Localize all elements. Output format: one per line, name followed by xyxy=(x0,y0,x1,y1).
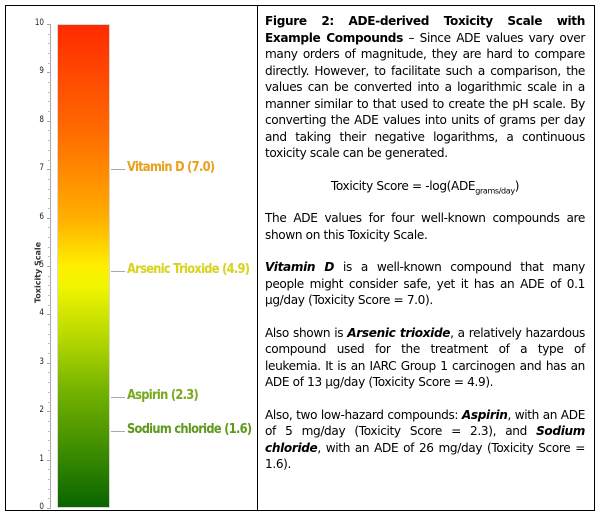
y-minor-tick xyxy=(48,198,51,200)
y-minor-tick xyxy=(48,33,51,35)
compound-annotation: Aspirin (2.3) xyxy=(127,387,199,403)
y-minor-tick xyxy=(48,420,51,422)
y-tick xyxy=(47,217,51,219)
y-minor-tick xyxy=(48,469,51,471)
annotation-leader-line xyxy=(111,270,125,272)
y-minor-tick xyxy=(48,295,51,297)
compound-annotation: Sodium chloride (1.6) xyxy=(127,421,252,437)
y-minor-tick xyxy=(48,304,51,306)
y-minor-tick xyxy=(48,478,51,480)
y-minor-tick xyxy=(48,91,51,93)
y-minor-tick xyxy=(48,440,51,442)
y-tick xyxy=(47,24,51,25)
y-tick-label: 10 xyxy=(34,18,44,28)
y-tick-label: 7 xyxy=(39,163,44,174)
y-minor-tick xyxy=(48,178,51,180)
y-tick xyxy=(47,72,51,74)
y-minor-tick xyxy=(48,353,51,355)
y-tick-label: 1 xyxy=(39,453,44,464)
y-minor-tick xyxy=(48,449,51,451)
y-minor-tick xyxy=(48,275,51,277)
y-tick xyxy=(47,459,51,461)
y-tick xyxy=(47,411,51,413)
y-tick-label: 5 xyxy=(39,260,44,270)
caption-para-arsenic: Also shown is Arsenic trioxide, a relati… xyxy=(265,325,585,390)
y-minor-tick xyxy=(48,285,51,287)
y-minor-tick xyxy=(48,333,51,335)
y-axis-label: Toxicity Scale xyxy=(33,241,43,304)
y-minor-tick xyxy=(48,324,51,326)
caption-title: Figure 2: ADE-derived Toxicity Scale wit… xyxy=(265,14,585,45)
annotation-leader-line xyxy=(111,430,125,432)
y-minor-tick xyxy=(48,430,51,432)
y-minor-tick xyxy=(48,188,51,190)
y-minor-tick xyxy=(48,382,51,384)
y-minor-tick xyxy=(48,111,51,113)
y-minor-tick xyxy=(48,101,51,103)
y-minor-tick xyxy=(48,391,51,393)
y-minor-tick xyxy=(48,159,51,161)
toxicity-formula: Toxicity Score = -log(ADEgrams/day) xyxy=(330,178,520,195)
gradient-bar xyxy=(57,24,110,508)
y-tick-label: 0 xyxy=(39,502,44,512)
y-minor-tick xyxy=(48,82,51,84)
y-minor-tick xyxy=(48,130,51,132)
y-minor-tick xyxy=(48,53,51,55)
y-minor-tick xyxy=(48,488,51,490)
y-minor-tick xyxy=(48,236,51,238)
y-minor-tick xyxy=(48,149,51,151)
annotation-leader-line xyxy=(111,169,125,171)
figure-caption: Figure 2: ADE-derived Toxicity Scale wit… xyxy=(258,6,594,510)
toxicity-scale-chart: Toxicity Scale 0 1 2 3 4 5 6 7 8 9 10 Vitamin D (7… xyxy=(6,6,258,512)
y-minor-tick xyxy=(48,401,51,403)
y-minor-tick xyxy=(48,207,51,209)
y-minor-tick xyxy=(48,498,51,500)
y-tick xyxy=(47,120,51,122)
y-minor-tick xyxy=(48,43,51,45)
caption-para-compounds: The ADE values for four well-known compo… xyxy=(265,211,585,242)
y-minor-tick xyxy=(48,246,51,248)
y-minor-tick xyxy=(48,343,51,345)
y-tick-label: 2 xyxy=(39,405,44,416)
caption-para-vitamin-d: Vitamin D is a well-known compound that … xyxy=(265,260,585,307)
caption-para-low-hazard: Also, two low-hazard compounds: Aspirin,… xyxy=(265,407,585,472)
compound-annotation: Vitamin D (7.0) xyxy=(127,160,215,176)
y-tick-label: 9 xyxy=(39,66,44,77)
caption-intro: Figure 2: ADE-derived Toxicity Scale wit… xyxy=(265,14,585,160)
y-minor-tick xyxy=(48,227,51,229)
y-tick xyxy=(47,314,51,316)
y-tick xyxy=(47,508,51,509)
y-minor-tick xyxy=(48,62,51,64)
y-tick-label: 4 xyxy=(39,308,44,319)
compound-annotation: Arsenic Trioxide (4.9) xyxy=(127,261,250,277)
annotation-leader-line xyxy=(111,396,125,398)
y-tick xyxy=(47,362,51,364)
y-minor-tick xyxy=(48,140,51,142)
y-tick-label: 8 xyxy=(39,114,44,125)
y-tick-label: 6 xyxy=(39,211,44,222)
y-tick-label: 3 xyxy=(39,356,44,367)
y-minor-tick xyxy=(48,256,51,258)
y-minor-tick xyxy=(48,372,51,374)
y-tick xyxy=(47,266,51,267)
y-tick xyxy=(47,169,51,171)
figure-frame: Toxicity Scale 0 1 2 3 4 5 6 7 8 9 10 Vitamin D (7… xyxy=(5,5,595,512)
